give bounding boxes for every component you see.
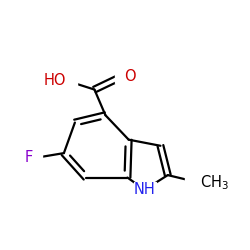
Text: F: F bbox=[25, 150, 33, 166]
Bar bbox=[27, 152, 42, 164]
Text: HO: HO bbox=[44, 74, 66, 88]
Bar bbox=[134, 182, 156, 197]
Text: O: O bbox=[124, 68, 136, 84]
Bar bbox=[58, 74, 77, 88]
Text: NH: NH bbox=[134, 182, 156, 197]
Bar bbox=[185, 175, 212, 190]
Text: CH$_3$: CH$_3$ bbox=[200, 173, 228, 192]
Bar bbox=[115, 70, 130, 83]
